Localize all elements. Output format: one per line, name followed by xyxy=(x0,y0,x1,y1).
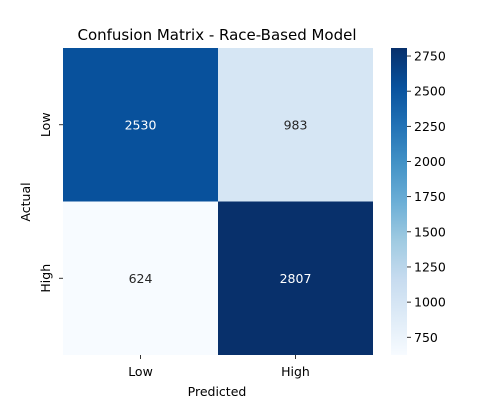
cell-value-low-high: 983 xyxy=(284,117,308,132)
cell-value-high-high: 2807 xyxy=(280,271,312,286)
colorbar-tick-label-2500: 2500 xyxy=(414,84,446,99)
y-tick-label-high: High xyxy=(38,264,53,293)
cell-actual-low-predicted-low xyxy=(63,48,218,202)
cell-actual-low-predicted-high xyxy=(218,48,373,202)
colorbar-tick-label-1000: 1000 xyxy=(414,295,446,310)
colorbar-ticks: 750 1000 1250 1500 1750 2000 2250 2500 2750 xyxy=(407,49,446,345)
x-tick-label-low: Low xyxy=(128,364,153,379)
heatmap-grid xyxy=(63,48,373,355)
cell-actual-high-predicted-low xyxy=(63,201,218,355)
x-axis-ticks: Low High xyxy=(128,355,310,379)
colorbar-tick-label-2750: 2750 xyxy=(414,49,446,64)
y-axis-ticks: Low High xyxy=(38,112,63,293)
x-axis-label: Predicted xyxy=(188,384,247,399)
cell-value-low-low: 2530 xyxy=(125,117,157,132)
cell-value-labels: 2530 983 624 2807 xyxy=(125,117,312,286)
colorbar xyxy=(391,48,407,355)
colorbar-tick-label-2000: 2000 xyxy=(414,154,446,169)
cell-actual-high-predicted-high xyxy=(218,201,373,355)
y-axis-label: Actual xyxy=(18,182,33,221)
colorbar-tick-label-1500: 1500 xyxy=(414,224,446,239)
cell-value-high-low: 624 xyxy=(129,271,153,286)
y-tick-label-low: Low xyxy=(38,112,53,137)
colorbar-tick-label-1750: 1750 xyxy=(414,189,446,204)
x-tick-label-high: High xyxy=(281,364,310,379)
colorbar-tick-label-750: 750 xyxy=(414,330,438,345)
colorbar-tick-label-1250: 1250 xyxy=(414,259,446,274)
chart-title: Confusion Matrix - Race-Based Model xyxy=(77,26,356,44)
colorbar-tick-label-2250: 2250 xyxy=(414,119,446,134)
